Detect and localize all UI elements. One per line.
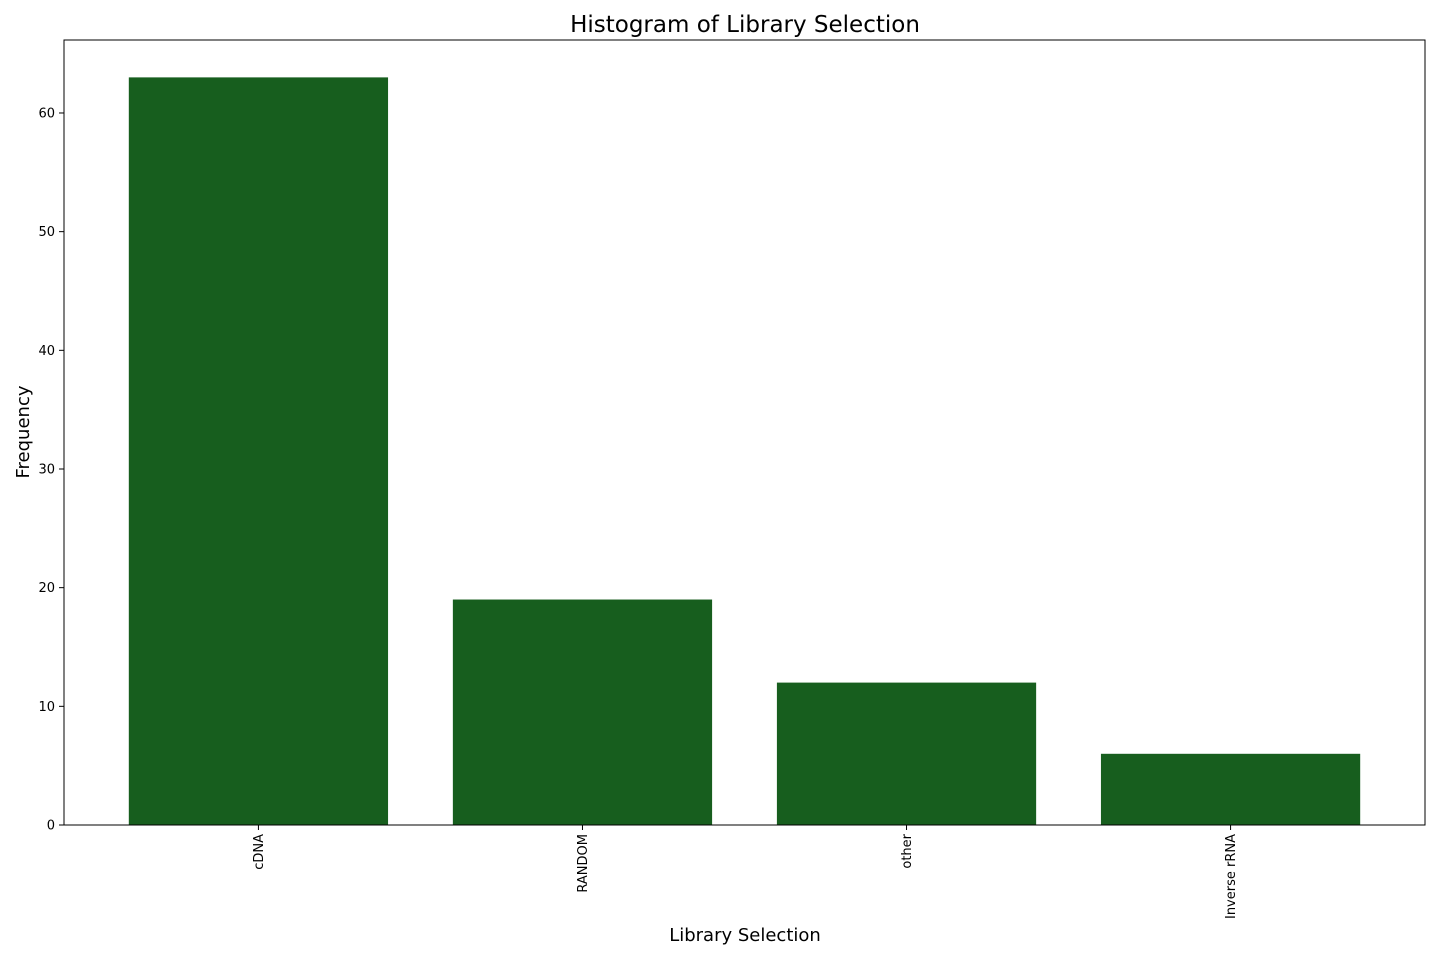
chart-title: Histogram of Library Selection [570, 12, 920, 38]
bar-cdna [128, 77, 389, 825]
y-tick-label: 60 [38, 106, 55, 121]
x-tick-label: Inverse rRNA [1224, 834, 1239, 919]
y-tick-label: 50 [38, 225, 55, 240]
x-axis: cDNA RANDOM other Inverse rRNA [252, 825, 1239, 919]
plot-frame [63, 39, 1426, 826]
y-axis: 0 10 20 30 40 50 60 [38, 106, 64, 834]
bars-layer [128, 77, 1361, 825]
x-axis-label: Library Selection [669, 925, 821, 946]
x-tick-label: other [900, 833, 915, 868]
y-tick-label: 0 [47, 819, 55, 834]
bar-inverse-rrna [1100, 753, 1361, 825]
y-tick-label: 10 [38, 700, 55, 715]
y-axis-label: Frequency [13, 385, 34, 478]
y-tick-label: 30 [38, 462, 55, 477]
y-tick-label: 20 [38, 581, 55, 596]
bar-other [776, 682, 1037, 825]
x-tick-label: cDNA [252, 834, 267, 870]
bar-random [452, 599, 713, 825]
y-tick-label: 40 [38, 344, 55, 359]
x-tick-label: RANDOM [576, 834, 591, 893]
